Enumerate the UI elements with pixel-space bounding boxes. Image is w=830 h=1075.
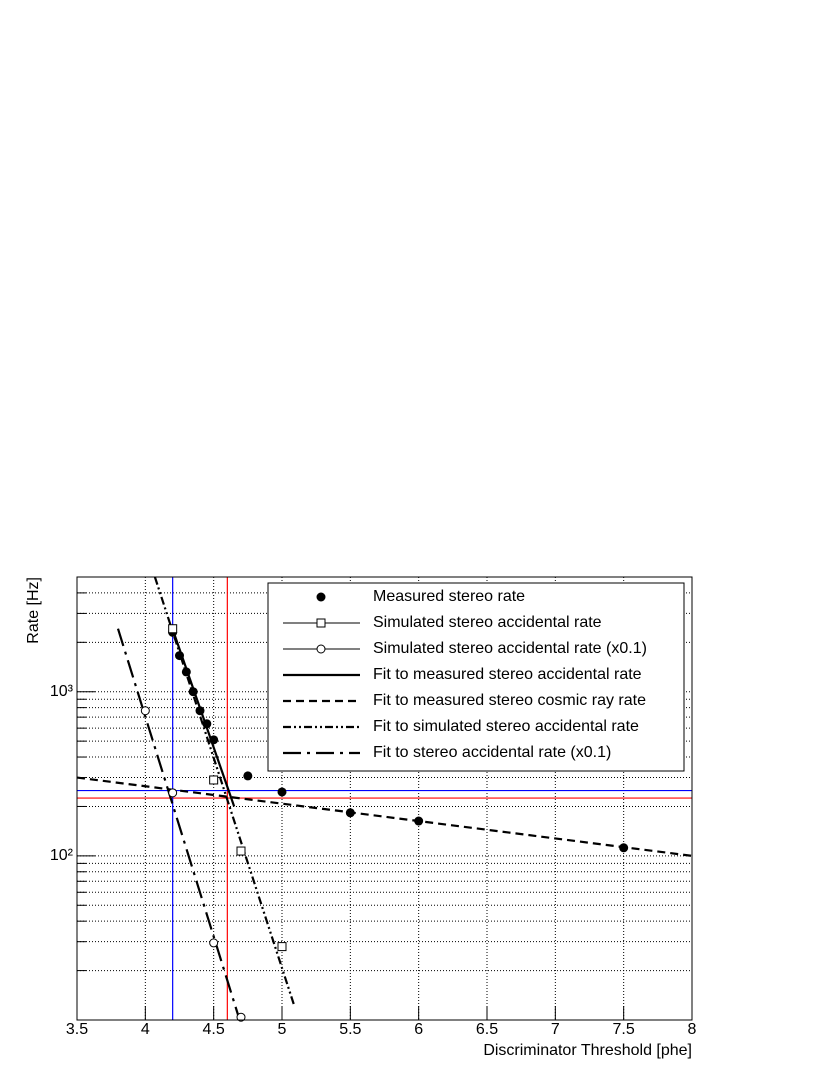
marker xyxy=(316,618,326,628)
marker xyxy=(243,771,253,781)
fit-line xyxy=(171,628,236,807)
marker xyxy=(209,938,219,948)
legend-label: Fit to stereo accidental rate (x0.1) xyxy=(373,744,611,761)
marker xyxy=(168,624,178,634)
legend-label: Fit to simulated stereo accidental rate xyxy=(373,718,639,735)
x-tick-label: 5.5 xyxy=(339,1021,361,1038)
legend: Measured stereo rate Simulated stereo acc… xyxy=(267,582,685,772)
legend-label: Fit to measured stereo cosmic ray rate xyxy=(373,692,646,709)
marker xyxy=(209,775,219,785)
x-tick-label: 7.5 xyxy=(613,1021,635,1038)
marker xyxy=(209,735,219,745)
marker xyxy=(316,644,326,654)
legend-box xyxy=(267,582,685,772)
legend-label: Simulated stereo accidental rate (x0.1) xyxy=(373,640,647,657)
y-axis-label: Rate [Hz] xyxy=(25,577,42,644)
marker xyxy=(168,788,178,798)
plot-frame xyxy=(76,576,693,1021)
marker xyxy=(175,651,184,661)
marker xyxy=(236,1012,246,1022)
y-tick-label: 10³ xyxy=(50,683,74,700)
legend-label: Measured stereo rate xyxy=(373,588,525,605)
x-tick-label: 6.5 xyxy=(476,1021,498,1038)
x-tick-label: 4.5 xyxy=(203,1021,225,1038)
x-tick-label: 5 xyxy=(278,1021,287,1038)
marker xyxy=(277,787,287,797)
marker xyxy=(277,942,287,952)
marker xyxy=(619,843,629,853)
fit-line xyxy=(153,577,296,1007)
x-tick-label: 3.5 xyxy=(66,1021,88,1038)
x-tick-label: 7 xyxy=(551,1021,560,1038)
marker xyxy=(345,808,355,818)
fit-line xyxy=(116,628,241,1020)
marker xyxy=(316,592,326,602)
marker xyxy=(414,816,424,826)
marker xyxy=(236,846,246,856)
marker xyxy=(202,719,212,729)
marker xyxy=(181,667,191,677)
marker xyxy=(195,706,205,716)
legend-label: Fit to measured stereo accidental rate xyxy=(373,666,642,683)
y-tick-label: 10² xyxy=(50,847,74,864)
marker xyxy=(188,687,198,697)
x-axis-label: Discriminator Threshold [phe] xyxy=(483,1042,692,1059)
x-tick-label: 8 xyxy=(688,1021,697,1038)
marker xyxy=(140,706,150,716)
x-tick-label: 6 xyxy=(414,1021,423,1038)
legend-label: Simulated stereo accidental rate xyxy=(373,614,602,631)
x-tick-label: 4 xyxy=(141,1021,150,1038)
